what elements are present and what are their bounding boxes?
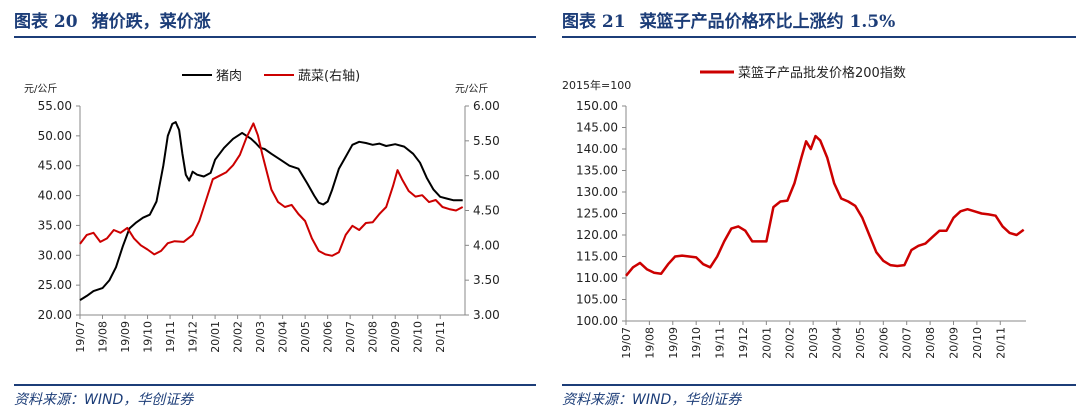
x-tick-label: 20/06 (322, 321, 335, 353)
x-tick-label: 19/10 (142, 321, 155, 353)
left-y-tick-label: 20.00 (38, 308, 72, 322)
figure-20-source-rule (14, 384, 536, 386)
y-tick-label: 115.00 (576, 250, 618, 264)
right-y-tick-label: 3.00 (473, 308, 500, 322)
figure-20-source: 资料来源：WIND，华创证券 (14, 392, 194, 408)
y-tick-label: 105.00 (576, 293, 618, 307)
x-tick-label: 19/07 (620, 327, 633, 359)
left-unit-label: 元/公斤 (24, 83, 57, 95)
pork-vegetable-price-chart: 元/公斤 元/公斤 20.00 25.00 30.00 35.00 40.00 45.00 50… (24, 69, 500, 353)
left-y-tick-label: 25.00 (38, 278, 72, 292)
pork-price-line (79, 121, 463, 301)
figure-20-title: 图表 20 猪价跌，菜价涨 (14, 7, 225, 32)
figure-21-title-rule (562, 36, 1076, 38)
y-tick-label: 145.00 (576, 121, 618, 135)
figure-21-number: 图表 21 (562, 12, 626, 32)
x-tick-label: 20/04 (277, 321, 290, 353)
x-tick-label: 20/06 (877, 327, 890, 359)
x-tick-label: 20/03 (807, 327, 820, 359)
left-y-tick-label: 30.00 (38, 248, 72, 262)
y-tick-label: 100.00 (576, 314, 618, 328)
x-tick-label: 20/07 (344, 321, 357, 353)
x-tick-label: 19/10 (690, 327, 703, 359)
x-tick-label: 20/10 (971, 327, 984, 359)
y-tick-label: 130.00 (576, 185, 618, 199)
figure-21-panel: 图表 21 菜篮子产品价格环比上涨约 1.5% 2015年=100 100.00 10… (548, 0, 1080, 416)
figure-20-title-text: 猪价跌，菜价涨 (91, 12, 211, 32)
y-axis-note: 2015年=100 (562, 78, 631, 92)
figure-21-title-text: 菜篮子产品价格环比上涨约 1.5% (639, 12, 896, 32)
x-tick-label: 20/09 (947, 327, 960, 359)
x-tick-label: 19/12 (187, 321, 200, 353)
figure-20-panel: 图表 20 猪价跌，菜价涨 元/公斤 元/公斤 20.00 25.00 30.00 35.0… (14, 7, 536, 408)
x-tick-label: 19/07 (74, 321, 87, 353)
x-tick-label: 19/09 (667, 327, 680, 359)
figure-21-title: 图表 21 菜篮子产品价格环比上涨约 1.5% (562, 7, 909, 32)
x-tick-label: 20/10 (412, 321, 425, 353)
x-tick-label: 20/05 (299, 321, 312, 353)
figure-21-source-rule (562, 384, 1076, 386)
left-y-tick-label: 45.00 (38, 159, 72, 173)
right-y-tick-label: 5.50 (473, 134, 500, 148)
left-y-tick-label: 55.00 (38, 99, 72, 113)
right-y-tick-label: 4.50 (473, 204, 500, 218)
right-y-tick-label: 6.00 (473, 99, 500, 113)
y-tick-label: 150.00 (576, 99, 618, 113)
vegetable-basket-index-line (625, 134, 1025, 277)
x-tick-label: 20/04 (831, 327, 844, 359)
left-y-tick-label: 50.00 (38, 129, 72, 143)
left-y-tick-label: 35.00 (38, 218, 72, 232)
right-y-tick-label: 4.00 (473, 238, 500, 252)
x-tick-label: 20/07 (901, 327, 914, 359)
x-tick-label: 19/08 (97, 321, 110, 353)
y-tick-label: 125.00 (576, 207, 618, 221)
x-tick-label: 19/11 (714, 327, 727, 359)
legend-index-label: 菜篮子产品批发价格200指数 (738, 65, 906, 81)
right-y-tick-label: 5.00 (473, 169, 500, 183)
x-tick-label: 20/01 (760, 327, 773, 359)
y-tick-label: 135.00 (576, 164, 618, 178)
x-tick-label: 20/11 (434, 321, 447, 353)
figure-20-title-rule (14, 36, 536, 38)
legend-pork-label: 猪肉 (216, 69, 242, 84)
x-tick-label: 20/08 (367, 321, 380, 353)
vegetable-price-line (79, 122, 464, 257)
right-unit-label: 元/公斤 (455, 83, 488, 95)
figure-20-number: 图表 20 (14, 12, 78, 32)
y-tick-label: 120.00 (576, 228, 618, 242)
figure-21-source: 资料来源：WIND，华创证券 (562, 392, 742, 408)
x-tick-label: 19/09 (119, 321, 132, 353)
x-tick-label: 20/05 (854, 327, 867, 359)
x-tick-label: 20/02 (784, 327, 797, 359)
x-tick-label: 19/08 (643, 327, 656, 359)
right-y-tick-label: 3.50 (473, 273, 500, 287)
x-tick-label: 19/11 (164, 321, 177, 353)
y-tick-label: 140.00 (576, 142, 618, 156)
vegetable-basket-index-chart: 2015年=100 100.00 105.00 110.00 115.00 120.00 1… (562, 65, 1026, 359)
x-tick-label: 20/02 (232, 321, 245, 353)
x-tick-label: 20/08 (924, 327, 937, 359)
x-tick-label: 20/11 (994, 327, 1007, 359)
legend-vegetable-label: 蔬菜(右轴) (298, 69, 360, 84)
x-tick-label: 20/09 (389, 321, 402, 353)
x-tick-label: 20/03 (254, 321, 267, 353)
left-y-tick-label: 40.00 (38, 189, 72, 203)
y-tick-label: 110.00 (576, 271, 618, 285)
x-tick-label: 20/01 (209, 321, 222, 353)
x-tick-label: 19/12 (737, 327, 750, 359)
